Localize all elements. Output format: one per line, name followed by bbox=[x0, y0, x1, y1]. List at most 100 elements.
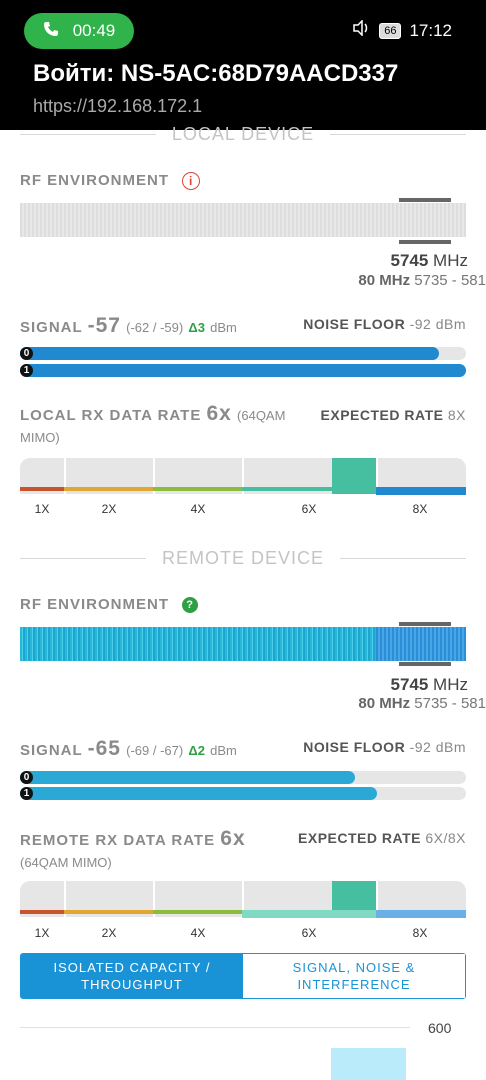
chain0-fill bbox=[20, 771, 355, 784]
remote-rf-environment-bar bbox=[20, 627, 466, 661]
rate-seg-8x bbox=[376, 487, 466, 495]
help-icon[interactable]: ? bbox=[182, 597, 199, 614]
tick-1x: 1X bbox=[34, 926, 50, 940]
page-title: Войти: NS-5AC:68D79AACD337 bbox=[33, 60, 399, 87]
remote-chain0-bar: 0 bbox=[20, 771, 466, 784]
expected-title: EXPECTED RATE bbox=[298, 830, 421, 846]
rf-label-text: RF ENVIRONMENT bbox=[20, 596, 169, 613]
chart-bar bbox=[331, 1048, 406, 1080]
tab-label-line1: SIGNAL, NOISE & bbox=[292, 960, 416, 975]
rate-seg-4x bbox=[153, 487, 242, 491]
signal-value: -57 bbox=[87, 314, 121, 337]
remote-frequency: 5745 MHz bbox=[390, 675, 468, 695]
tick-6x: 6X bbox=[301, 926, 317, 940]
channel-width: 80 MHz bbox=[358, 695, 411, 712]
chart-mode-tabs: ISOLATED CAPACITY / THROUGHPUT SIGNAL, N… bbox=[20, 953, 466, 999]
channel-marker-bottom bbox=[399, 662, 451, 666]
remote-signal-label: SIGNAL -65 (-69 / -67) Δ2 dBm bbox=[20, 737, 237, 761]
signal-unit: dBm bbox=[210, 320, 237, 335]
tick-8x: 8X bbox=[412, 502, 428, 516]
channel-marker-top bbox=[399, 622, 451, 626]
signal-title: SIGNAL bbox=[20, 319, 83, 336]
tab-label-line2: THROUGHPUT bbox=[81, 977, 183, 992]
speaker-icon bbox=[353, 19, 371, 41]
ongoing-call-pill[interactable]: 00:49 bbox=[24, 13, 134, 49]
divider bbox=[20, 557, 146, 559]
section-title: REMOTE DEVICE bbox=[161, 547, 325, 568]
local-chain0-bar: 0 bbox=[20, 347, 466, 360]
local-noise-floor: NOISE FLOOR -92 dBm bbox=[303, 316, 466, 332]
tab-label-line1: ISOLATED CAPACITY / bbox=[53, 960, 211, 975]
rx-title: LOCAL RX DATA RATE bbox=[20, 407, 202, 424]
signal-value: -65 bbox=[87, 737, 121, 760]
signal-delta: Δ3 bbox=[188, 320, 205, 335]
local-expected-rate: EXPECTED RATE 8X bbox=[321, 407, 466, 423]
expected-title: EXPECTED RATE bbox=[320, 407, 444, 423]
page-url[interactable]: https://192.168.172.1 bbox=[33, 96, 203, 116]
battery-indicator: 66 bbox=[379, 22, 402, 39]
signal-title: SIGNAL bbox=[20, 742, 83, 759]
local-chain1-bar: 1 bbox=[20, 364, 466, 377]
freq-value: 5745 bbox=[390, 251, 429, 270]
chain1-badge: 1 bbox=[20, 787, 33, 800]
chain1-badge: 1 bbox=[20, 364, 33, 377]
chart-gridline bbox=[20, 1027, 410, 1028]
local-device-heading: LOCAL DEVICE bbox=[20, 123, 467, 144]
noise-value: -92 dBm bbox=[409, 739, 466, 755]
channel-range: 5735 - 581 bbox=[414, 272, 486, 289]
remote-chain1-bar: 1 bbox=[20, 787, 466, 800]
noise-title: NOISE FLOOR bbox=[303, 739, 406, 755]
rate-seg-2x bbox=[64, 487, 153, 491]
tick-6x: 6X bbox=[301, 502, 317, 516]
call-timer: 00:49 bbox=[72, 21, 116, 40]
divider bbox=[330, 133, 467, 135]
divider bbox=[20, 133, 156, 135]
remote-rx-rate-label: REMOTE RX DATA RATE 6x (64QAM MIMO) bbox=[20, 828, 310, 874]
rate-seg-4x bbox=[153, 910, 242, 914]
remote-noise-floor: NOISE FLOOR -92 dBm bbox=[303, 739, 466, 755]
local-rf-environment-bar bbox=[20, 203, 466, 237]
tick-2x: 2X bbox=[101, 926, 117, 940]
local-frequency: 5745 MHz bbox=[390, 251, 468, 271]
tick-8x: 8X bbox=[412, 926, 428, 940]
channel-width: 80 MHz bbox=[358, 272, 411, 289]
phone-icon bbox=[43, 21, 59, 42]
tab-label-line2: INTERFERENCE bbox=[297, 977, 411, 992]
chain0-fill bbox=[20, 347, 440, 360]
freq-value: 5745 bbox=[390, 675, 429, 694]
chart-y-tick: 600 bbox=[428, 1020, 452, 1036]
divider bbox=[340, 557, 466, 559]
tab-isolated-capacity[interactable]: ISOLATED CAPACITY / THROUGHPUT bbox=[21, 954, 243, 998]
channel-marker-top bbox=[399, 198, 451, 202]
signal-chains: (-69 / -67) bbox=[126, 743, 184, 758]
rate-seg-6x bbox=[242, 487, 376, 491]
rx-title: REMOTE RX DATA RATE bbox=[20, 832, 216, 849]
expected-value: 8X bbox=[447, 407, 466, 423]
remote-channel-range: 80 MHz 5735 - 581 bbox=[358, 695, 486, 712]
chain0-badge: 0 bbox=[20, 771, 33, 784]
freq-unit: MHz bbox=[433, 251, 468, 270]
rate-seg-8x bbox=[376, 910, 466, 918]
chain1-fill bbox=[20, 787, 377, 800]
rx-modulation: (64QAM MIMO) bbox=[20, 855, 112, 870]
channel-range: 5735 - 581 bbox=[414, 695, 486, 712]
section-title: LOCAL DEVICE bbox=[171, 123, 315, 144]
signal-chains: (-62 / -59) bbox=[126, 320, 184, 335]
signal-unit: dBm bbox=[210, 743, 237, 758]
chain0-badge: 0 bbox=[20, 347, 33, 360]
local-rx-rate-label: LOCAL RX DATA RATE 6x (64QAM MIMO) bbox=[20, 403, 310, 449]
tick-1x: 1X bbox=[34, 502, 50, 516]
remote-device-heading: REMOTE DEVICE bbox=[20, 548, 466, 568]
info-icon[interactable]: i bbox=[182, 172, 201, 191]
channel-marker-bottom bbox=[399, 240, 451, 244]
local-channel-range: 80 MHz 5735 - 581 bbox=[358, 272, 486, 289]
freq-unit: MHz bbox=[433, 675, 468, 694]
browser-header: 00:49 66 17:12 Войти: NS-5AC:68D79AACD33… bbox=[0, 0, 486, 130]
local-rf-label: RF ENVIRONMENT i bbox=[20, 172, 201, 191]
rate-seg-1x bbox=[20, 910, 64, 914]
tab-signal-noise-interference[interactable]: SIGNAL, NOISE & INTERFERENCE bbox=[243, 954, 465, 998]
noise-value: -92 dBm bbox=[409, 316, 466, 332]
rx-modulation: (64QAM bbox=[237, 408, 286, 423]
rate-seg-1x bbox=[20, 487, 64, 491]
rx-value: 6x bbox=[206, 402, 232, 425]
